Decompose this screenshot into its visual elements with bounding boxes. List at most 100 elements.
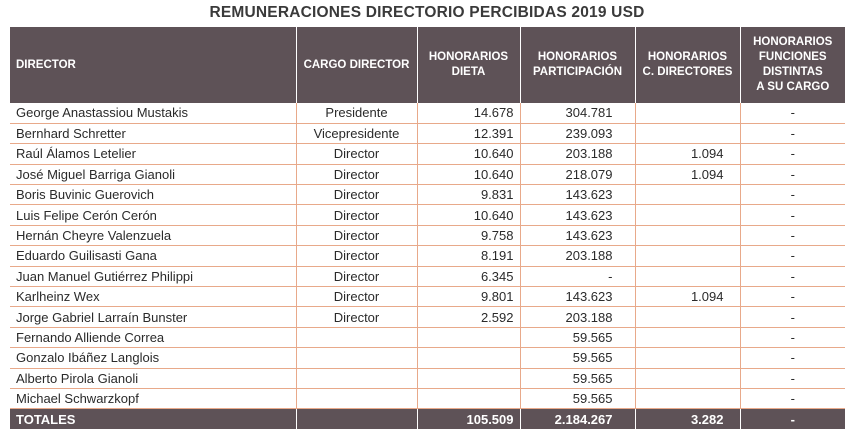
- cell-participacion: 203.188: [519, 245, 635, 267]
- totals-label: TOTALES: [10, 408, 296, 429]
- cell-dieta: 6.345: [416, 266, 520, 288]
- cell-cargo: Director: [295, 184, 417, 206]
- cell-comite-directores: [634, 225, 740, 247]
- cell-dieta: 9.831: [416, 184, 520, 206]
- cell-cargo: Director: [295, 204, 417, 226]
- cell-participacion: 59.565: [519, 347, 635, 369]
- table-row: Fernando Alliende Correa 59.565 -: [10, 327, 845, 349]
- cell-otras-funciones: -: [739, 123, 845, 145]
- header-otras-funciones-line2: FUNCIONES: [758, 51, 827, 63]
- table-row: Gonzalo Ibáñez Langlois 59.565 -: [10, 347, 845, 369]
- cell-participacion: 59.565: [519, 388, 635, 410]
- cell-participacion: 143.623: [519, 204, 635, 226]
- cell-cargo: [295, 327, 417, 349]
- cell-cargo: Director: [295, 164, 417, 186]
- cell-director: Gonzalo Ibáñez Langlois: [10, 347, 296, 369]
- table-row: Karlheinz Wex Director 9.801 143.623 1.094-: [10, 286, 845, 308]
- totals-participacion: 2.184.267: [519, 408, 635, 429]
- cell-director: Hernán Cheyre Valenzuela: [10, 225, 296, 247]
- cell-cargo: Vicepresidente: [295, 123, 417, 145]
- cell-director: Fernando Alliende Correa: [10, 327, 296, 349]
- cell-dieta: 10.640: [416, 143, 520, 165]
- table-row: Jorge Gabriel Larraín Bunster Director 2.5…: [10, 306, 845, 328]
- header-comite-directores: HONORARIOS C. DIRECTORES: [634, 27, 740, 103]
- cell-director: Raúl Álamos Letelier: [10, 143, 296, 165]
- cell-dieta: 2.592: [416, 306, 520, 328]
- cell-comite-directores: [634, 123, 740, 145]
- table-header: DIRECTOR CARGO DIRECTOR HONORARIOS DIETA…: [10, 27, 845, 103]
- totals-dieta: 105.509: [416, 408, 520, 429]
- header-director: DIRECTOR: [10, 27, 296, 103]
- header-participacion: HONORARIOS PARTICIPACIÓN: [519, 27, 635, 103]
- header-otras-funciones-line1: HONORARIOS: [753, 36, 833, 48]
- totals-otras-funciones: -: [739, 408, 845, 429]
- table-footer: TOTALES 105.509 2.184.267 3.282 -: [10, 408, 845, 429]
- header-row: DIRECTOR CARGO DIRECTOR HONORARIOS DIETA…: [10, 27, 845, 103]
- cell-participacion: 304.781: [519, 103, 635, 124]
- table-body: George Anastassiou Mustakis Presidente 14.…: [10, 103, 845, 410]
- totals-cargo: [295, 408, 417, 429]
- cell-otras-funciones: -: [739, 225, 845, 247]
- cell-participacion: 203.188: [519, 306, 635, 328]
- cell-comite-directores: [634, 245, 740, 267]
- cell-dieta: 9.758: [416, 225, 520, 247]
- table-row: Alberto Pirola Gianoli 59.565 -: [10, 368, 845, 389]
- cell-director: Alberto Pirola Gianoli: [10, 368, 296, 389]
- cell-director: Jorge Gabriel Larraín Bunster: [10, 306, 296, 328]
- cell-otras-funciones: -: [739, 184, 845, 206]
- cell-comite-directores: 1.094: [634, 286, 740, 308]
- cell-comite-directores: 1.094: [634, 143, 740, 165]
- cell-cargo: Director: [295, 143, 417, 165]
- header-dieta-line1: HONORARIOS: [428, 51, 509, 63]
- cell-otras-funciones: -: [739, 388, 845, 410]
- table-row: George Anastassiou Mustakis Presidente 14.…: [10, 103, 845, 124]
- cell-director: Boris Buvinic Guerovich: [10, 184, 296, 206]
- cell-comite-directores: [634, 388, 740, 410]
- cell-comite-directores: [634, 368, 740, 389]
- table-row: Boris Buvinic Guerovich Director 9.831 143.…: [10, 184, 845, 206]
- cell-cargo: [295, 388, 417, 410]
- table-row: Juan Manuel Gutiérrez Philippi Director 6.…: [10, 266, 845, 288]
- header-comite-directores-line2: C. DIRECTORES: [642, 66, 733, 78]
- header-participacion-line1: HONORARIOS: [537, 51, 618, 63]
- header-cargo: CARGO DIRECTOR: [295, 27, 417, 103]
- table-row: Eduardo Guilisasti Gana Director 8.191 203.…: [10, 245, 845, 267]
- cell-dieta: 14.678: [416, 103, 520, 124]
- cell-director: Luis Felipe Cerón Cerón: [10, 204, 296, 226]
- cell-cargo: [295, 347, 417, 369]
- cell-comite-directores: [634, 184, 740, 206]
- cell-otras-funciones: -: [739, 164, 845, 186]
- cell-director: Juan Manuel Gutiérrez Philippi: [10, 266, 296, 288]
- cell-dieta: [416, 347, 520, 369]
- remuneraciones-table: DIRECTOR CARGO DIRECTOR HONORARIOS DIETA…: [10, 27, 845, 429]
- header-comite-directores-line1: HONORARIOS: [647, 51, 728, 63]
- cell-otras-funciones: -: [739, 266, 845, 288]
- cell-director: Karlheinz Wex: [10, 286, 296, 308]
- cell-dieta: [416, 368, 520, 389]
- cell-otras-funciones: -: [739, 327, 845, 349]
- cell-dieta: [416, 327, 520, 349]
- cell-otras-funciones: -: [739, 103, 845, 124]
- table-row: Hernán Cheyre Valenzuela Director 9.758 143…: [10, 225, 845, 247]
- cell-comite-directores: [634, 266, 740, 288]
- cell-director: Bernhard Schretter: [10, 123, 296, 145]
- totals-row: TOTALES 105.509 2.184.267 3.282 -: [10, 408, 845, 429]
- header-otras-funciones-line4: A SU CARGO: [756, 81, 830, 93]
- table-row: Luis Felipe Cerón Cerón Director 10.640 143…: [10, 204, 845, 226]
- cell-cargo: Presidente: [295, 103, 417, 124]
- cell-comite-directores: [634, 306, 740, 328]
- cell-participacion: 143.623: [519, 225, 635, 247]
- cell-otras-funciones: -: [739, 143, 845, 165]
- header-dieta: HONORARIOS DIETA: [416, 27, 520, 103]
- cell-participacion: 59.565: [519, 327, 635, 349]
- cell-otras-funciones: -: [739, 245, 845, 267]
- cell-cargo: Director: [295, 245, 417, 267]
- table-row: Bernhard Schretter Vicepresidente 12.391 23…: [10, 123, 845, 145]
- cell-dieta: 9.801: [416, 286, 520, 308]
- header-participacion-line2: PARTICIPACIÓN: [532, 66, 623, 78]
- cell-cargo: Director: [295, 306, 417, 328]
- cell-comite-directores: 1.094: [634, 164, 740, 186]
- cell-dieta: 10.640: [416, 164, 520, 186]
- cell-participacion: 239.093: [519, 123, 635, 145]
- cell-cargo: Director: [295, 225, 417, 247]
